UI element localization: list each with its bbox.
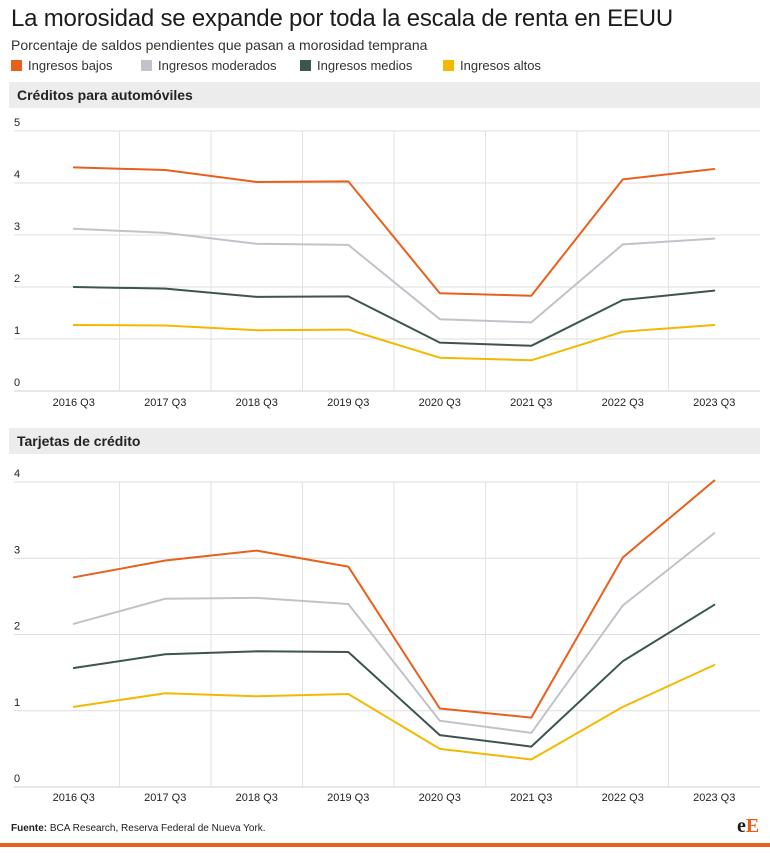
x-tick-label: 2021 Q3 [510,397,552,409]
x-tick-label: 2016 Q3 [53,792,95,804]
x-tick-label: 2022 Q3 [602,397,644,409]
series-line [72,532,716,734]
footer-rule [0,843,770,847]
series-line [72,479,716,719]
legend-swatch [443,60,454,71]
source-text: BCA Research, Reserva Federal de Nueva Y… [47,823,266,834]
x-tick-label: 2020 Q3 [419,397,461,409]
x-tick-label: 2018 Q3 [236,792,278,804]
legend-item-ingresos-medios: Ingresos medios [300,58,412,73]
legend-item-ingresos-moderados: Ingresos moderados [141,58,277,73]
y-tick-label: 5 [14,117,20,129]
x-tick-label: 2021 Q3 [510,792,552,804]
legend-item-ingresos-altos: Ingresos altos [443,58,541,73]
panel-title: Tarjetas de crédito [17,433,141,449]
legend-swatch [11,60,22,71]
logo-part: e [737,815,746,837]
series-line [72,603,716,748]
chart-subtitle: Porcentaje de saldos pendientes que pasa… [11,37,428,53]
y-tick-label: 2 [14,621,20,633]
legend: Ingresos bajos Ingresos moderados Ingres… [11,58,751,76]
y-tick-label: 0 [14,773,20,785]
legend-label: Ingresos altos [460,58,541,73]
y-tick-label: 3 [14,221,20,233]
y-tick-label: 3 [14,544,20,556]
chart-title: La morosidad se expande por toda la esca… [11,5,673,32]
panel-title: Créditos para automóviles [17,87,193,103]
x-tick-label: 2018 Q3 [236,397,278,409]
x-tick-label: 2019 Q3 [327,397,369,409]
x-tick-label: 2022 Q3 [602,792,644,804]
legend-item-ingresos-bajos: Ingresos bajos [11,58,113,73]
y-tick-label: 2 [14,273,20,285]
x-tick-label: 2023 Q3 [693,397,735,409]
y-tick-label: 0 [14,377,20,389]
x-tick-label: 2020 Q3 [419,792,461,804]
legend-label: Ingresos bajos [28,58,113,73]
x-tick-label: 2017 Q3 [144,397,186,409]
y-tick-label: 1 [14,697,20,709]
x-tick-label: 2016 Q3 [53,397,95,409]
y-tick-label: 4 [14,169,20,181]
series-line [72,227,716,324]
brand-logo: eE [737,815,759,838]
series-line [72,286,716,347]
legend-swatch [300,60,311,71]
y-tick-label: 4 [14,468,20,480]
legend-swatch [141,60,152,71]
source-label: Fuente: [11,823,48,834]
panel-header-credit-cards: Tarjetas de crédito [9,428,760,454]
series-line [72,664,716,761]
panel-header-auto-loans: Créditos para automóviles [9,82,760,108]
series-line [72,324,716,362]
logo-part: E [745,815,760,837]
x-tick-label: 2017 Q3 [144,792,186,804]
y-tick-label: 1 [14,325,20,337]
x-tick-label: 2023 Q3 [693,792,735,804]
source-note: Fuente: BCA Research, Reserva Federal de… [11,823,266,834]
legend-label: Ingresos moderados [158,58,277,73]
legend-label: Ingresos medios [317,58,413,73]
x-tick-label: 2019 Q3 [327,792,369,804]
series-line [72,166,716,297]
